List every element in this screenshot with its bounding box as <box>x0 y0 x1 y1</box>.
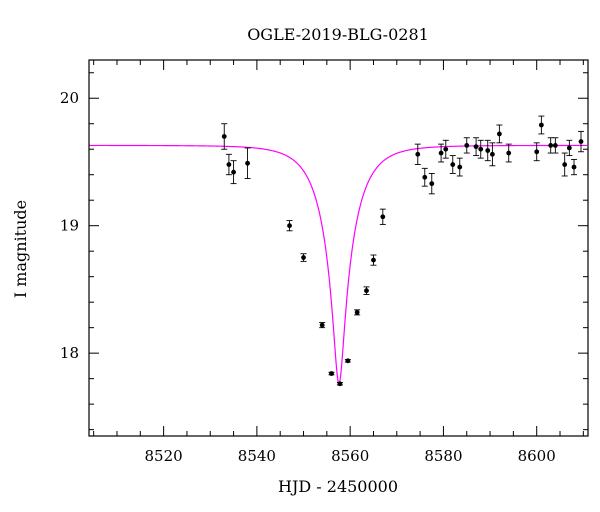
point-marker <box>301 255 306 260</box>
data-point <box>328 371 335 376</box>
data-point <box>428 172 435 195</box>
data-point <box>344 358 351 364</box>
point-marker <box>226 162 232 167</box>
data-point <box>354 309 361 316</box>
point-marker <box>429 181 435 187</box>
point-marker <box>578 139 584 144</box>
data-point <box>547 137 554 154</box>
data-point <box>538 115 545 135</box>
chart-title: OGLE-2019-BLG-0281 <box>247 25 429 44</box>
point-marker <box>380 214 386 220</box>
point-marker <box>345 358 351 364</box>
data-point <box>489 142 496 167</box>
point-marker <box>552 142 558 148</box>
plot-area: 8520 8540 8560 8580 8600 18 19 20 <box>60 59 589 465</box>
point-marker <box>415 151 421 157</box>
data-point <box>449 155 456 174</box>
data-point <box>463 137 470 154</box>
point-marker <box>464 142 470 148</box>
data-point <box>225 153 232 176</box>
y-tick-label: 18 <box>60 344 79 362</box>
point-marker <box>457 164 463 170</box>
data-point <box>230 160 237 185</box>
point-marker <box>450 162 456 167</box>
point-marker <box>566 145 572 151</box>
y-tick-label: 19 <box>60 217 79 235</box>
axis-tick-labels: 8520 8540 8560 8580 8600 18 19 20 <box>60 89 556 465</box>
model-curve <box>89 144 588 386</box>
plot-frame <box>88 59 589 437</box>
data-points-layer <box>221 115 585 387</box>
data-point <box>561 152 568 177</box>
data-point <box>533 142 540 162</box>
data-point <box>286 220 293 232</box>
point-marker <box>485 148 491 153</box>
point-marker <box>231 169 236 175</box>
x-tick-label: 8540 <box>238 447 276 465</box>
x-tick-label: 8580 <box>424 447 462 465</box>
point-marker <box>371 257 376 263</box>
point-marker <box>538 122 544 128</box>
data-point <box>505 143 512 163</box>
axis-ticks <box>89 60 588 436</box>
point-marker <box>319 322 325 328</box>
point-marker <box>422 174 428 180</box>
point-marker <box>473 144 479 150</box>
data-point <box>578 130 585 153</box>
x-tick-label: 8600 <box>518 447 556 465</box>
data-point <box>370 254 377 266</box>
x-axis-label: HJD - 2450000 <box>278 477 398 496</box>
point-marker <box>506 150 512 156</box>
data-point <box>566 139 573 157</box>
data-point <box>438 143 445 163</box>
point-marker <box>496 131 502 137</box>
data-point <box>319 322 326 329</box>
point-marker <box>221 134 227 139</box>
point-marker <box>438 150 444 156</box>
point-marker <box>489 151 495 157</box>
point-marker <box>287 223 292 229</box>
point-marker <box>443 146 449 152</box>
point-marker <box>571 164 577 170</box>
point-marker <box>534 149 540 155</box>
point-marker <box>329 371 334 376</box>
data-point <box>379 208 386 225</box>
data-point <box>477 139 484 159</box>
data-point <box>496 124 503 144</box>
point-marker <box>354 309 360 315</box>
data-point <box>473 137 480 157</box>
data-point <box>442 139 449 159</box>
model-curve-layer <box>89 144 588 386</box>
data-point <box>456 157 463 177</box>
data-point <box>244 147 251 179</box>
point-marker <box>562 162 568 167</box>
point-marker <box>478 146 484 152</box>
data-point <box>552 137 559 154</box>
data-point <box>300 253 307 262</box>
data-point <box>484 139 491 162</box>
data-point <box>363 286 370 295</box>
y-axis-label: I magnitude <box>11 200 30 298</box>
data-point <box>414 143 421 165</box>
data-point <box>336 381 343 387</box>
point-marker <box>364 288 369 294</box>
data-point <box>571 158 578 176</box>
y-tick-label: 20 <box>60 89 79 107</box>
point-marker <box>337 381 343 387</box>
data-point <box>421 167 428 187</box>
x-tick-label: 8560 <box>331 447 369 465</box>
point-marker <box>548 142 554 148</box>
point-marker <box>245 160 250 166</box>
data-point <box>221 123 228 150</box>
x-tick-label: 8520 <box>145 447 183 465</box>
